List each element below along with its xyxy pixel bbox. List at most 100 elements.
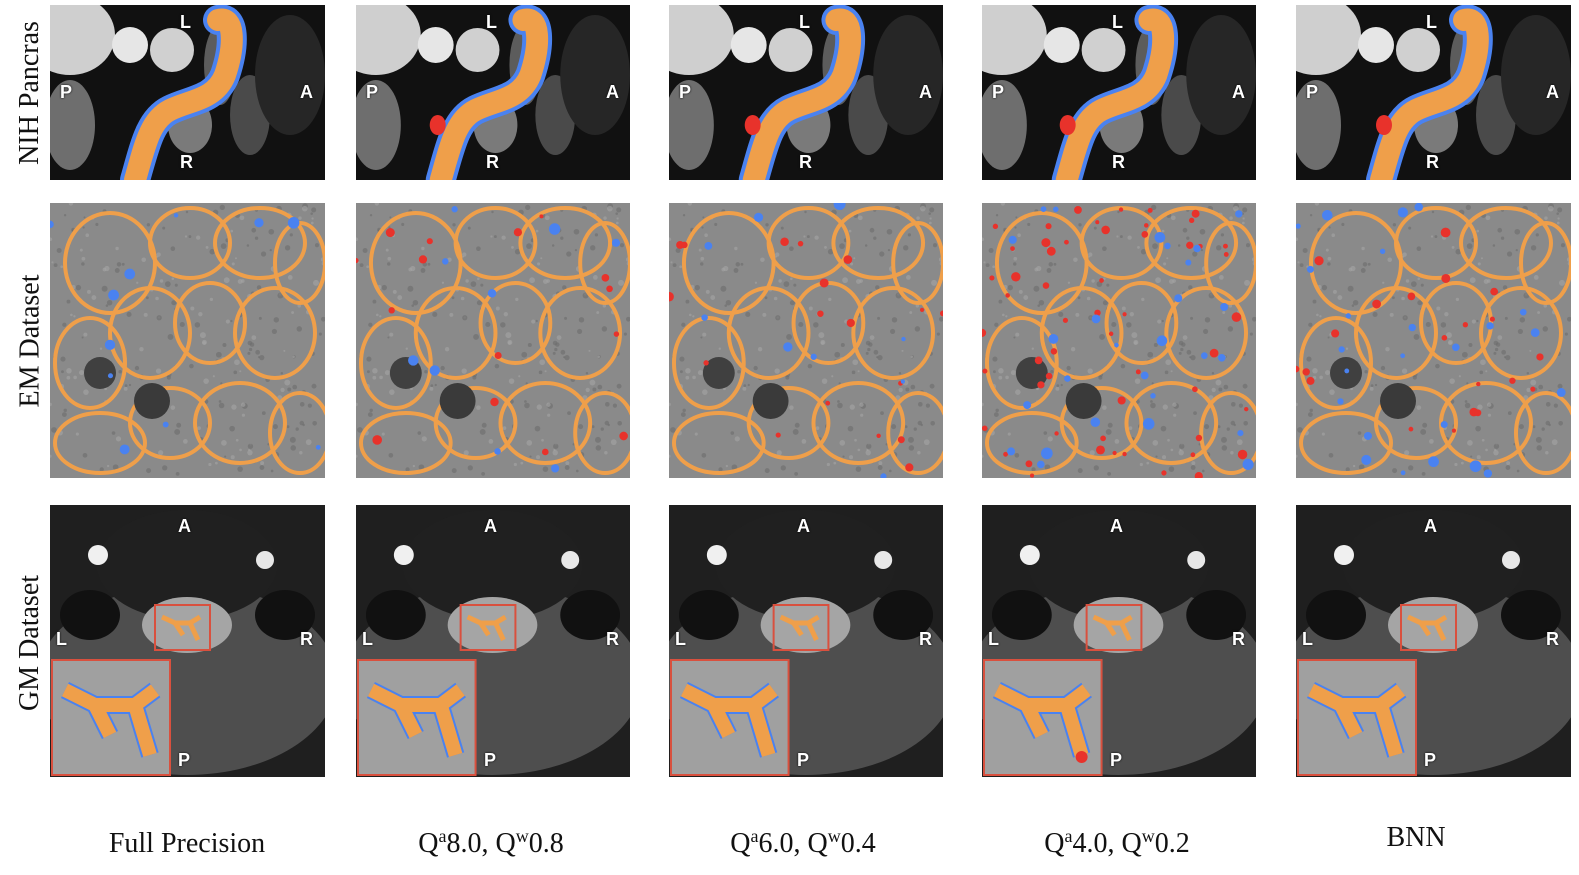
false-negative-region [901, 336, 906, 342]
caption-sup: a [438, 826, 447, 846]
false-negative-region [810, 353, 817, 360]
membrane-outline [498, 381, 593, 465]
orientation-marker-bottom: P [797, 750, 810, 770]
false-positive-region [1231, 312, 1242, 322]
false-positive-region [1062, 317, 1069, 323]
false-negative-region [548, 223, 561, 235]
gm-segmentation [1406, 614, 1448, 642]
segmentation-image [669, 5, 943, 180]
false-positive-region [775, 432, 781, 438]
membrane-outline [233, 286, 317, 380]
false-positive-region [1045, 372, 1053, 380]
false-positive-region [1099, 278, 1104, 283]
roi-box [1400, 604, 1457, 651]
false-positive-region [905, 463, 914, 472]
segmentation-image [982, 5, 1256, 180]
false-positive-region [1190, 452, 1196, 458]
false-positive-region [388, 307, 395, 314]
segmentation-image [50, 505, 325, 777]
false-positive-region [541, 448, 549, 456]
false-positive-region [681, 241, 688, 249]
segmentation-image [356, 203, 630, 478]
orientation-marker-right: A [1546, 82, 1559, 102]
false-positive-region [1117, 396, 1126, 405]
false-negative-region [1154, 231, 1166, 243]
segmentation-image [50, 5, 325, 180]
false-negative-region [1201, 352, 1208, 359]
caption-q: Q [495, 828, 516, 859]
false-positive-region [817, 310, 824, 317]
membrane-outline [1124, 381, 1219, 465]
false-positive-region [1296, 365, 1300, 373]
false-positive-region [418, 255, 428, 264]
orientation-marker-right: R [1232, 629, 1245, 649]
segmentation-image [1296, 5, 1571, 180]
false-negative-region [1519, 308, 1527, 316]
false-negative-region [551, 464, 560, 473]
false-negative-region [287, 217, 300, 229]
segmentation-image [1296, 203, 1571, 478]
caption-sup: a [1064, 826, 1073, 846]
false-positive-region [1108, 331, 1114, 337]
false-negative-region [1361, 454, 1372, 465]
membrane-outline [413, 286, 498, 380]
false-positive-region [426, 238, 433, 245]
membrane-outline [213, 206, 307, 280]
false-negative-region [1452, 343, 1460, 352]
false-negative-region [1185, 259, 1192, 266]
false-negative-region [173, 213, 179, 218]
false-negative-region [1338, 346, 1345, 353]
false-negative-region [442, 258, 449, 265]
false-positive-region [1135, 369, 1141, 375]
false-positive-region [992, 223, 999, 230]
false-negative-region [1379, 248, 1386, 254]
orientation-marker-top: L [799, 12, 810, 32]
roi-box [154, 604, 211, 651]
false-positive-region [1054, 431, 1059, 436]
panel-nih-bnn: L P A R [1296, 5, 1571, 180]
false-positive-region [1536, 353, 1544, 361]
false-negative-region [162, 421, 169, 428]
false-positive-region [1045, 223, 1052, 230]
false-positive-region [490, 397, 499, 407]
orientation-marker-right: R [919, 629, 932, 649]
panel-em-q8 [356, 203, 630, 478]
false-positive-region [1189, 217, 1195, 224]
false-positive-region [819, 278, 829, 288]
false-negative-region [1530, 328, 1540, 337]
false-negative-region [1220, 302, 1229, 312]
caption-val: 0.4 [840, 828, 876, 859]
false-positive-region [539, 214, 544, 219]
orientation-marker-left: P [1306, 82, 1319, 102]
caption-q4: Qa4.0, Qw0.2 [982, 826, 1252, 868]
membrane-outline [851, 286, 936, 380]
membrane-outline [193, 381, 287, 465]
false-positive-region [1161, 470, 1167, 476]
membrane-outline [1204, 221, 1256, 305]
membrane-outline [1199, 391, 1256, 475]
false-negative-region [1440, 421, 1448, 429]
false-positive-region [1372, 299, 1382, 309]
row-label-text: EM Dataset [14, 274, 45, 407]
false-negative-region [1235, 210, 1243, 218]
false-positive-region [982, 328, 987, 337]
false-negative-region [1008, 235, 1017, 244]
orientation-marker-bottom: P [484, 750, 497, 770]
orientation-marker-bottom: P [1110, 750, 1123, 770]
correct-region [742, 8, 862, 180]
false-positive-region [1462, 322, 1469, 328]
false-positive-region [669, 291, 674, 302]
false-negative-region [451, 206, 458, 213]
false-negative-region [1322, 209, 1333, 221]
false-negative-region [1114, 342, 1119, 348]
false-positive-region [982, 368, 988, 374]
membrane-outline [268, 391, 325, 475]
false-positive-region [601, 273, 610, 282]
membrane-outline [518, 206, 613, 280]
false-negative-region [108, 289, 119, 301]
orientation-marker-top: L [486, 12, 497, 32]
false-positive-region [1376, 115, 1392, 135]
false-negative-region [429, 365, 440, 376]
false-negative-region [1090, 417, 1101, 427]
membrane-outline [1394, 206, 1478, 280]
